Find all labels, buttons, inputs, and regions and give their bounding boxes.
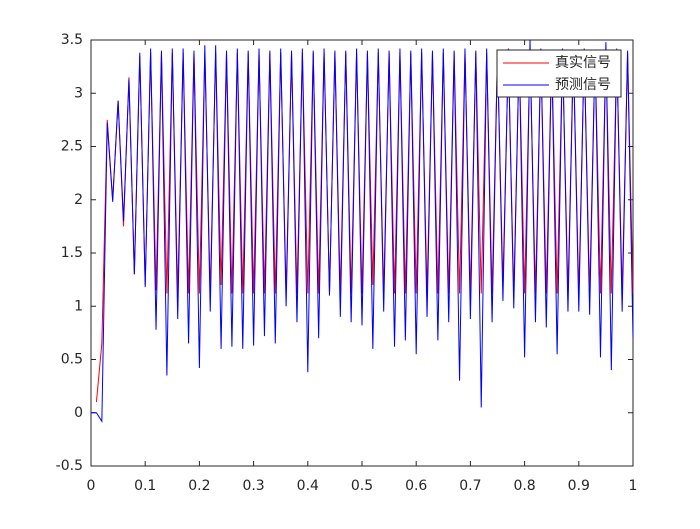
x-tick-label: 0.2 [188,478,210,494]
legend-box [496,49,622,98]
x-tick-label: 0.6 [405,478,427,494]
x-tick-label: 0.8 [513,478,535,494]
y-tick-label: 1 [74,298,83,314]
x-tick-label: 0.3 [242,478,264,494]
x-tick-label: 0.9 [568,478,590,494]
y-tick-label: 0.5 [61,352,83,368]
y-tick-label: 3.5 [61,32,83,48]
x-tick-label: 0 [87,478,96,494]
x-tick-label: 0.5 [351,478,373,494]
series-line [91,39,634,423]
y-tick-label: -0.5 [56,458,83,474]
y-tick-label: 2 [74,192,83,208]
y-tick-label: 1.5 [61,245,83,261]
x-tick-label: 0.1 [134,478,156,494]
y-tick-label: 2.5 [61,139,83,155]
y-tick-label: 0 [74,405,83,421]
y-tick-label: 3 [74,85,83,101]
x-tick-label: 0.7 [459,478,481,494]
legend-label: 预测信号 [555,77,611,93]
legend-label: 真实信号 [555,55,611,71]
x-tick-label: 0.4 [297,478,319,494]
x-tick-label: 1 [629,478,638,494]
plot-frame [90,39,634,467]
